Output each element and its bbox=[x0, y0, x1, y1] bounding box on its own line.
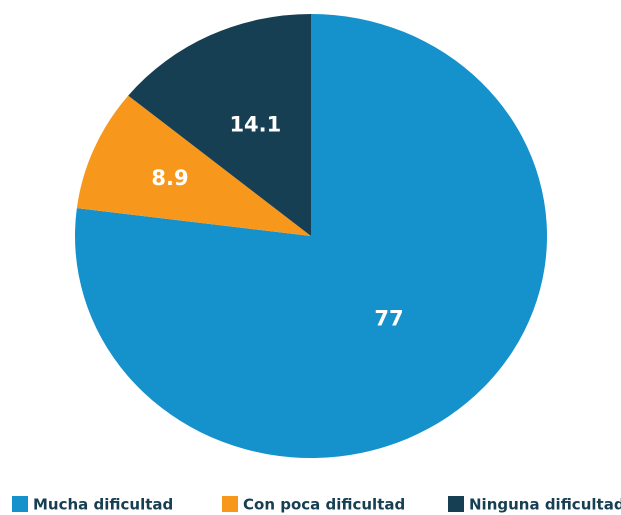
legend-label: Ninguna dificultad bbox=[469, 496, 621, 514]
legend-swatch bbox=[12, 496, 28, 512]
pie-slice bbox=[76, 95, 311, 236]
legend-label: Con poca dificultad bbox=[243, 496, 405, 514]
pie-slice bbox=[128, 14, 311, 236]
pie-slice bbox=[75, 14, 547, 459]
data-label: 8.9 bbox=[151, 166, 188, 190]
legend-swatch bbox=[222, 496, 238, 512]
legend-swatch bbox=[448, 496, 464, 512]
data-label: 14.1 bbox=[229, 113, 281, 137]
legend-label: Mucha dificultad bbox=[33, 496, 173, 514]
data-label: 77 bbox=[374, 306, 403, 330]
